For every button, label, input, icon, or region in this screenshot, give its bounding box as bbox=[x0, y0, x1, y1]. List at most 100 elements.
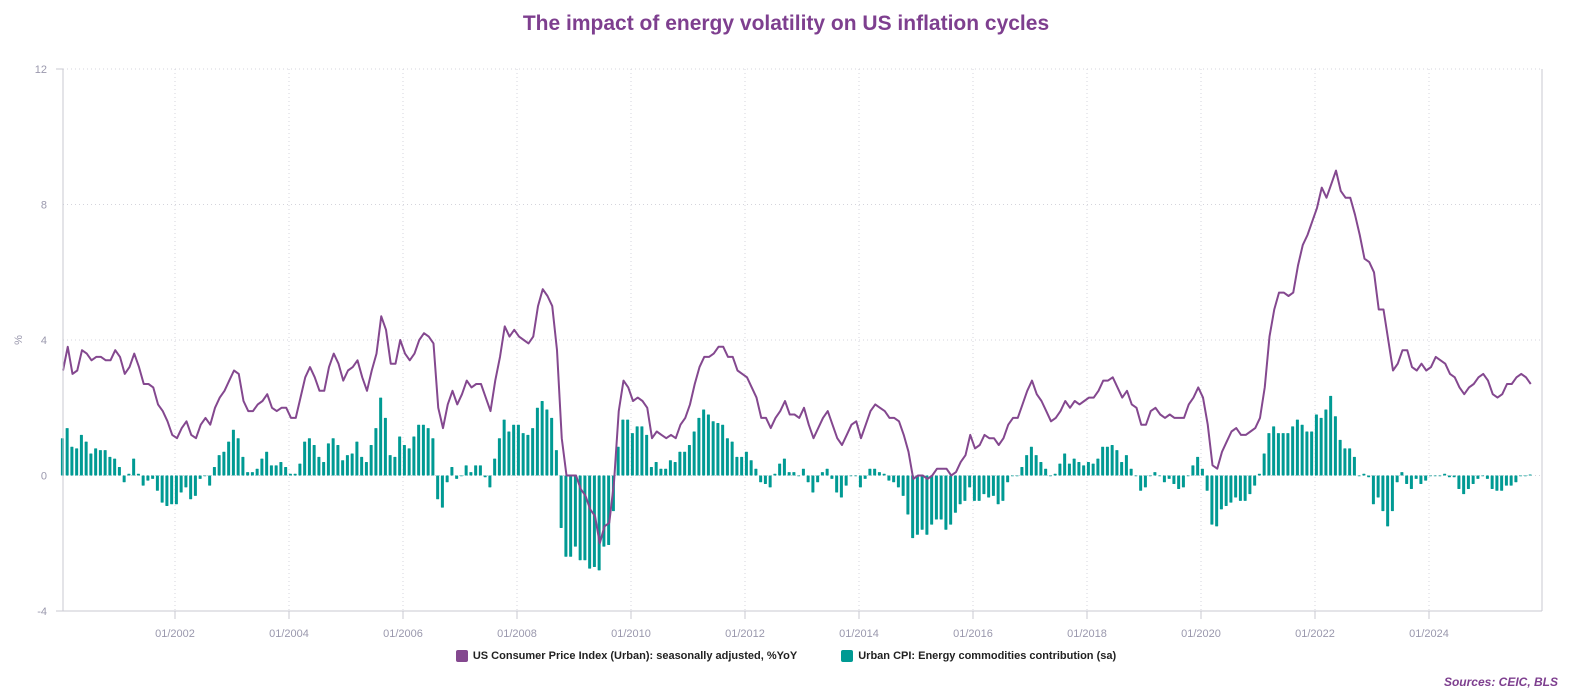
energy-bar bbox=[1034, 455, 1038, 476]
energy-bar bbox=[602, 475, 606, 547]
energy-bar bbox=[312, 445, 316, 476]
legend-item-energy[interactable]: Urban CPI: Energy commodities contributi… bbox=[841, 650, 1116, 662]
energy-bar bbox=[583, 475, 587, 561]
energy-bar bbox=[1424, 475, 1428, 481]
energy-bar bbox=[260, 458, 264, 476]
energy-bar bbox=[146, 475, 150, 481]
energy-bar bbox=[1053, 473, 1057, 476]
energy-bar bbox=[1129, 468, 1133, 476]
energy-bar bbox=[165, 475, 169, 506]
energy-bar bbox=[569, 475, 573, 557]
energy-bar bbox=[236, 438, 240, 476]
energy-bar bbox=[573, 475, 577, 547]
energy-bar bbox=[1248, 475, 1252, 495]
energy-bar bbox=[540, 400, 544, 476]
energy-bar bbox=[1295, 419, 1299, 476]
cpi-line-group bbox=[62, 169, 1532, 545]
energy-bar bbox=[953, 475, 957, 513]
energy-bar bbox=[944, 475, 948, 530]
energy-bar bbox=[1333, 416, 1337, 476]
energy-bar bbox=[227, 441, 231, 476]
sources-note: Sources: CEIC, BLS bbox=[1443, 675, 1558, 689]
energy-bar bbox=[1210, 475, 1214, 525]
legend-item-cpi[interactable]: US Consumer Price Index (Urban): seasona… bbox=[455, 650, 798, 662]
energy-bar bbox=[659, 468, 663, 476]
energy-bar bbox=[559, 475, 563, 529]
energy-bar bbox=[170, 475, 174, 505]
energy-bar bbox=[1224, 475, 1228, 506]
energy-bar bbox=[65, 428, 69, 476]
y-tick-label: 0 bbox=[41, 471, 47, 483]
energy-bar bbox=[1357, 475, 1361, 477]
energy-bar bbox=[640, 426, 644, 476]
energy-bar bbox=[778, 463, 782, 476]
energy-bar bbox=[322, 461, 326, 476]
energy-bar bbox=[844, 475, 848, 486]
energy-bar bbox=[868, 468, 872, 476]
energy-bar bbox=[1381, 475, 1385, 512]
x-tick-label: 01/2024 bbox=[1409, 628, 1449, 640]
energy-bar bbox=[1010, 475, 1014, 477]
energy-bar bbox=[497, 438, 501, 476]
energy-bar bbox=[977, 475, 981, 501]
energy-bar bbox=[782, 458, 786, 476]
energy-bar bbox=[1523, 475, 1527, 477]
energy-bar bbox=[687, 445, 691, 476]
energy-bar bbox=[882, 473, 886, 476]
energy-bar bbox=[293, 473, 297, 476]
energy-bar bbox=[930, 475, 934, 525]
energy-bar bbox=[740, 456, 744, 476]
energy-bar bbox=[1101, 446, 1105, 476]
energy-bar bbox=[635, 426, 639, 476]
energy-bar bbox=[269, 465, 273, 476]
energy-bar bbox=[1048, 475, 1052, 477]
energy-bar bbox=[1139, 475, 1143, 491]
energy-bar bbox=[483, 475, 487, 478]
energy-bar bbox=[1428, 475, 1432, 477]
energy-bar bbox=[70, 446, 74, 476]
energy-bar bbox=[1143, 475, 1147, 488]
energy-bar bbox=[1443, 473, 1447, 476]
energy-bar bbox=[1338, 439, 1342, 476]
energy-bar bbox=[284, 467, 288, 476]
energy-bar bbox=[1466, 475, 1470, 490]
energy-bar bbox=[1343, 448, 1347, 476]
energy-bar bbox=[478, 465, 482, 476]
energy-bar bbox=[208, 475, 212, 486]
energy-bar bbox=[1086, 461, 1090, 476]
legend-label-cpi: US Consumer Price Index (Urban): seasona… bbox=[472, 650, 798, 662]
energy-bar bbox=[1390, 475, 1394, 512]
energy-bar bbox=[697, 417, 701, 476]
energy-bar bbox=[336, 445, 340, 476]
legend-label-energy: Urban CPI: Energy commodities contributi… bbox=[858, 650, 1117, 662]
energy-bar bbox=[350, 453, 354, 476]
energy-bar bbox=[1471, 475, 1475, 484]
energy-bar bbox=[241, 456, 245, 476]
energy-bar bbox=[1172, 475, 1176, 484]
energy-bar bbox=[89, 453, 93, 476]
energy-bar bbox=[1371, 475, 1375, 505]
energy-bar bbox=[1238, 475, 1242, 501]
energy-bar bbox=[759, 475, 763, 483]
x-tick-label: 01/2006 bbox=[383, 628, 423, 640]
energy-bar bbox=[673, 461, 677, 476]
energy-bar bbox=[830, 475, 834, 479]
energy-bar bbox=[127, 473, 131, 476]
energy-bar bbox=[1205, 475, 1209, 491]
energy-bar bbox=[521, 433, 525, 476]
energy-bar bbox=[1414, 475, 1418, 479]
energy-bar bbox=[341, 460, 345, 476]
energy-bar bbox=[1362, 473, 1366, 476]
energy-bar bbox=[787, 472, 791, 476]
energy-bar bbox=[949, 475, 953, 525]
energy-bar bbox=[1386, 475, 1390, 527]
energy-bar bbox=[198, 475, 202, 479]
energy-bar bbox=[987, 475, 991, 498]
energy-bar bbox=[578, 475, 582, 561]
energy-bar bbox=[1476, 475, 1480, 479]
energy-bar bbox=[412, 436, 416, 476]
energy-bar bbox=[1181, 475, 1185, 488]
energy-bar bbox=[1409, 475, 1413, 490]
chart-plot: -4 0 4 8 12 01/2002 01/2004 01/2006 01/2008 01/20… bbox=[13, 64, 1543, 640]
energy-bar bbox=[265, 451, 269, 476]
